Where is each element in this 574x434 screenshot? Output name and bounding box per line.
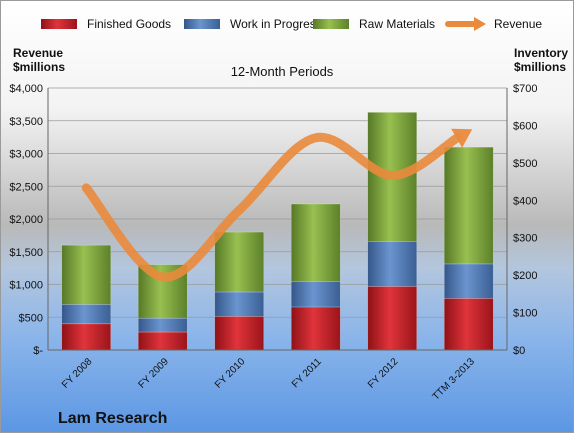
x-tick-label: FY 2012	[366, 356, 401, 391]
legend: Finished Goods Work in Progress Raw Materi…	[41, 17, 542, 31]
x-tick-label: FY 2010	[213, 356, 248, 391]
left-tick-label: $2,500	[9, 181, 43, 193]
right-tick-label: $200	[513, 270, 537, 282]
right-axis-label-line1: Inventory	[514, 46, 568, 60]
left-axis-label-line1: Revenue	[13, 46, 63, 60]
legend-label: Revenue	[494, 17, 542, 31]
right-axis-label-line2: $millions	[514, 60, 566, 74]
bar-work-in-progress	[291, 282, 340, 307]
bar-finished-goods	[368, 286, 417, 350]
legend-swatch	[41, 19, 77, 29]
legend-swatch	[313, 19, 349, 29]
legend-label: Work in Progress	[230, 17, 322, 31]
right-tick-label: $400	[513, 195, 537, 207]
left-axis-label-line2: $millions	[13, 60, 65, 74]
bar-work-in-progress	[62, 304, 111, 323]
right-tick-label: $500	[513, 158, 537, 170]
right-tick-label: $0	[513, 345, 525, 357]
left-tick-label: $2,000	[9, 214, 43, 226]
left-tick-label: $500	[19, 312, 43, 324]
bar-raw-materials	[215, 232, 264, 292]
left-tick-label: $3,500	[9, 116, 43, 128]
bar-work-in-progress	[215, 292, 264, 316]
bar-raw-materials	[444, 147, 493, 264]
bar-work-in-progress	[368, 241, 417, 286]
bar-finished-goods	[291, 307, 340, 350]
gridlines	[48, 88, 507, 350]
bars	[62, 112, 494, 350]
chart-title: 12-Month Periods	[231, 64, 334, 79]
right-tick-label: $100	[513, 308, 537, 320]
bar-finished-goods	[215, 316, 264, 350]
bar-finished-goods	[138, 332, 187, 350]
left-tick-label: $4,000	[9, 83, 43, 95]
right-tick-label: $600	[513, 120, 537, 132]
bar-work-in-progress	[138, 318, 187, 332]
bar-raw-materials	[291, 204, 340, 281]
x-tick-label: FY 2008	[60, 356, 95, 391]
left-tick-label: $-	[33, 345, 43, 357]
x-tick-label: FY 2009	[136, 356, 171, 391]
left-tick-label: $1,500	[9, 247, 43, 259]
bar-raw-materials	[62, 245, 111, 304]
left-tick-label: $3,000	[9, 149, 43, 161]
company-name: Lam Research	[58, 410, 167, 427]
legend-swatch	[184, 19, 220, 29]
legend-label: Finished Goods	[87, 17, 171, 31]
bar-work-in-progress	[444, 264, 493, 298]
bar-finished-goods	[444, 298, 493, 350]
left-tick-label: $1,000	[9, 280, 43, 292]
legend-arrow-revenue	[474, 17, 486, 31]
bar-finished-goods	[62, 324, 111, 350]
right-tick-label: $300	[513, 233, 537, 245]
x-tick-label: TTM 3-2013	[431, 356, 478, 403]
legend-label: Raw Materials	[359, 17, 435, 31]
right-tick-label: $700	[513, 83, 537, 95]
x-tick-label: FY 2011	[290, 356, 324, 390]
